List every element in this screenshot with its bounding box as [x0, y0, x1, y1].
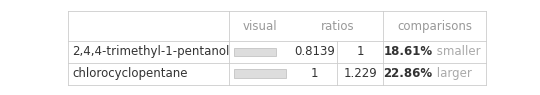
Text: chlorocyclopentane: chlorocyclopentane [72, 67, 188, 80]
Text: 18.61%: 18.61% [383, 46, 433, 59]
Text: 1: 1 [357, 46, 364, 59]
Text: 1.229: 1.229 [343, 67, 377, 80]
Bar [234, 48, 276, 56]
Text: ratios: ratios [321, 20, 354, 33]
Text: 1: 1 [310, 67, 318, 80]
Text: 22.86%: 22.86% [383, 67, 433, 80]
Text: visual: visual [242, 20, 278, 33]
Text: comparisons: comparisons [397, 20, 472, 33]
Text: 2,4,4-trimethyl-1-pentanol: 2,4,4-trimethyl-1-pentanol [72, 46, 230, 59]
Bar [234, 69, 286, 78]
Text: larger: larger [433, 67, 471, 80]
Text: 0.8139: 0.8139 [294, 46, 335, 59]
Text: smaller: smaller [433, 46, 480, 59]
